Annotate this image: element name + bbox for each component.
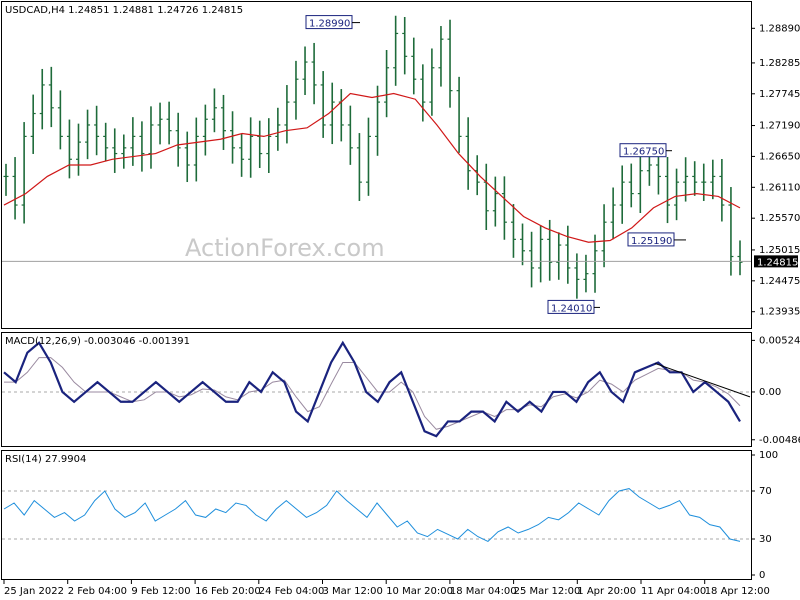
- watermark: ActionForex.com: [185, 234, 385, 262]
- price-annotations: 1.28990 1.26750 1.25190 1.24010: [305, 15, 686, 314]
- time-tick-label: 11 Apr 04:00: [641, 586, 706, 597]
- time-tick-label: 10 Mar 20:00: [386, 586, 453, 597]
- price-bars: [3, 15, 743, 299]
- rsi-tick-label: 70: [759, 486, 772, 497]
- time-tick-label: 24 Feb 04:00: [259, 586, 325, 597]
- price-annotation-label: 1.25190: [631, 236, 672, 247]
- macd-header: MACD(12,26,9) -0.003046 -0.001391: [5, 336, 190, 347]
- time-tick-label: 25 Jan 2022: [4, 586, 64, 597]
- time-tick-label: 18 Apr 12:00: [705, 586, 770, 597]
- time-tick-label: 9 Feb 12:00: [131, 586, 190, 597]
- time-tick-label: 3 Mar 12:00: [323, 586, 383, 597]
- price-annotation-label: 1.26750: [623, 147, 664, 158]
- price-tick-label: 1.28285: [759, 58, 800, 69]
- macd-tick-label: -0.004865: [759, 435, 800, 446]
- price-header: USDCAD,H4 1.24851 1.24881 1.24726 1.2481…: [5, 5, 243, 16]
- macd-line: [3, 340, 741, 438]
- price-tick-label: 1.27190: [759, 121, 800, 132]
- price-tick-label: 1.28890: [759, 23, 800, 34]
- price-annotation-label: 1.28990: [309, 19, 350, 30]
- rsi-line: [3, 488, 741, 542]
- macd-tick-label: 0.005249: [759, 335, 800, 346]
- moving-average: [3, 92, 741, 243]
- time-tick-label: 25 Mar 12:00: [514, 586, 581, 597]
- last-price-box: [754, 255, 798, 268]
- time-tick-label: 16 Feb 20:00: [195, 586, 261, 597]
- price-annotation-label: 1.24010: [551, 303, 592, 314]
- price-panel: [1, 1, 752, 329]
- rsi-tick-label: 100: [759, 450, 778, 461]
- price-tick-label: 1.25570: [759, 213, 800, 224]
- price-tick-label: 1.26110: [759, 182, 800, 193]
- time-tick-label: 2 Feb 04:00: [68, 586, 127, 597]
- ma-line: [3, 92, 741, 243]
- macd-trendline: [654, 362, 751, 398]
- macd-signal-line: [4, 357, 741, 430]
- time-tick-label: 1 Apr 20:00: [577, 586, 636, 597]
- time-axis: 25 Jan 2022 2 Feb 04:00 9 Feb 12:00 16 Feb …: [3, 580, 770, 597]
- rsi-tick-label: 0: [759, 570, 765, 581]
- macd-lines: [3, 340, 751, 438]
- price-tick-label: 1.25015: [759, 245, 800, 256]
- macd-tick-label: 0.00: [759, 387, 781, 398]
- rsi-line: [3, 488, 741, 542]
- last-price-label: 1.24815: [757, 257, 798, 268]
- price-tick-label: 1.27745: [759, 89, 800, 100]
- price-tick-label: 1.23935: [759, 307, 800, 318]
- price-tick-label: 1.24475: [759, 276, 800, 287]
- rsi-tick-label: 30: [759, 534, 772, 545]
- time-tick-label: 18 Mar 04:00: [450, 586, 517, 597]
- price-axis: 1.28890 1.28285 1.27745 1.27190 1.26650 1.261…: [2, 23, 800, 318]
- rsi-panel: [1, 450, 752, 580]
- price-tick-label: 1.26650: [759, 151, 800, 162]
- rsi-header: RSI(14) 27.9904: [5, 454, 86, 465]
- rsi-axis: 100 70 30 0: [2, 450, 778, 581]
